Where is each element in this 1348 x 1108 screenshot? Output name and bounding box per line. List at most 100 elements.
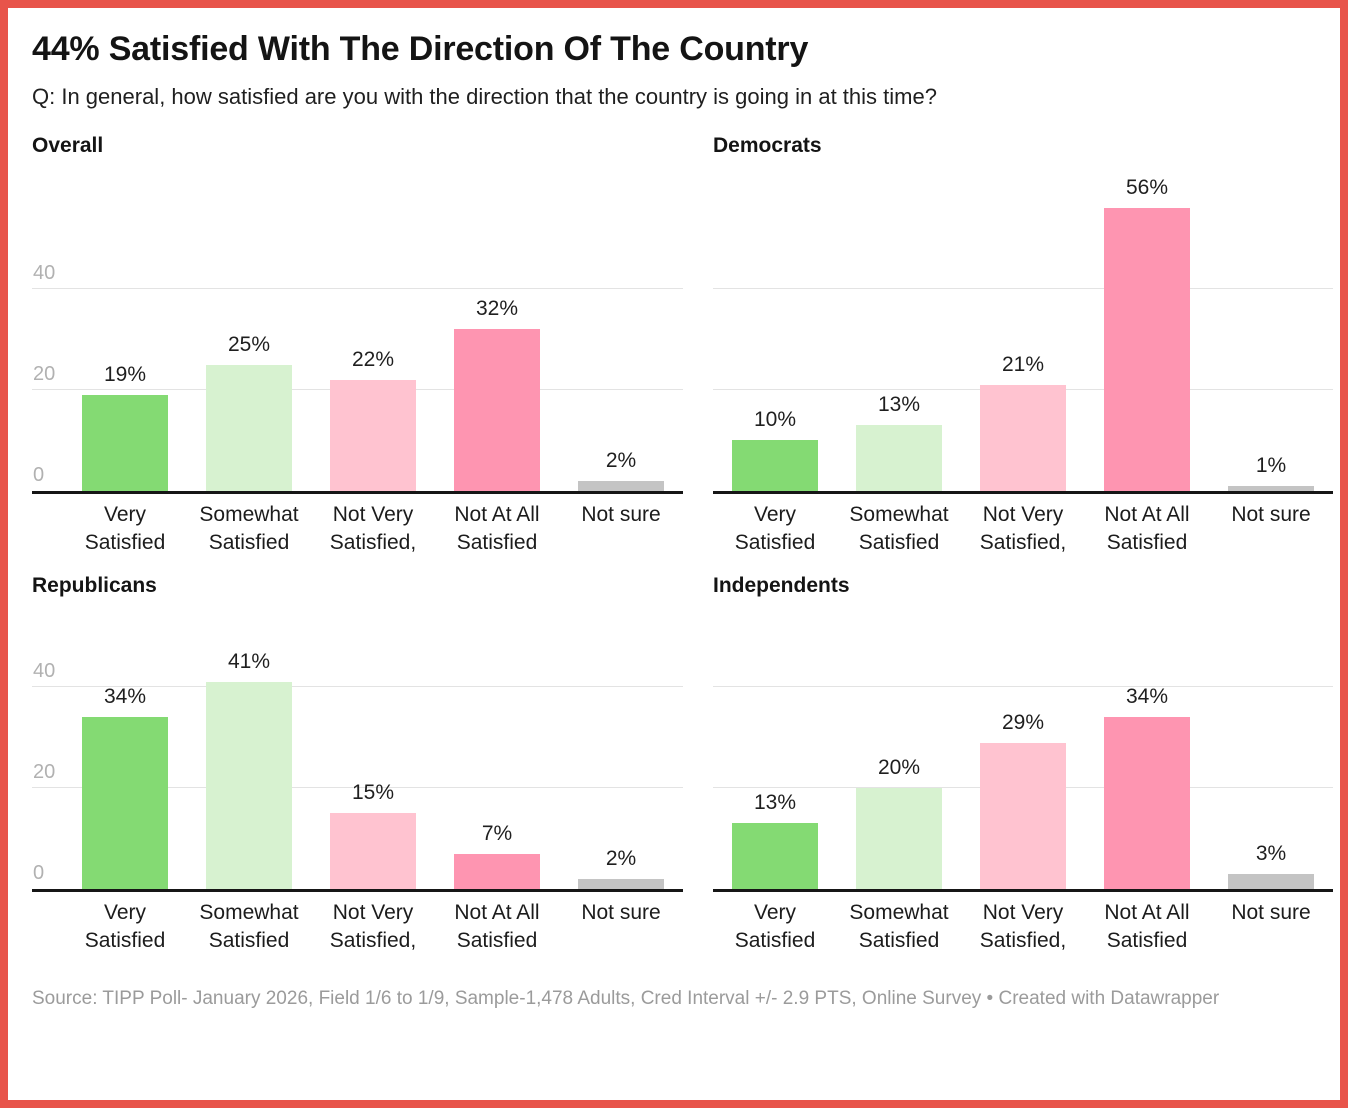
bar-not-at-all-satisfied (454, 329, 540, 491)
bar-not-sure (578, 879, 664, 889)
category-label: Very Satisfied (734, 901, 816, 952)
value-label: 10% (753, 408, 797, 431)
category-label: Not sure (1231, 901, 1311, 924)
category-label: Very Satisfied (84, 901, 166, 952)
value-label: 19% (103, 363, 147, 386)
category-label: Somewhat Satisfied (199, 901, 299, 952)
bar-not-sure (1228, 486, 1314, 491)
panel-independents: Independents 13% 20% 29% 34% 3% Very Satisfie… (713, 573, 1333, 955)
bar-slot: 29% (961, 601, 1085, 889)
panel-democrats: Democrats 10% 13% 21% 56% 1% Very Satisfied So… (713, 133, 1333, 557)
y-tick-label: 40 (33, 262, 56, 284)
panel-title-overall: Overall (32, 134, 104, 157)
bar-not-at-all-satisfied (1104, 208, 1190, 491)
panel-title-democrats: Democrats (713, 134, 822, 157)
plot-area-republicans: 0 20 40 34% 41% 15% 7% 2% (32, 601, 683, 892)
value-label: 13% (753, 791, 797, 814)
bar-slot: 2% (559, 601, 683, 889)
bar-slot: 3% (1209, 601, 1333, 889)
bar-slot: 1% (1209, 161, 1333, 491)
bar-slots: 34% 41% 15% 7% 2% (32, 601, 683, 889)
panel-republicans: Republicans 0 20 40 34% 41% 15% 7% 2% Very Satis… (32, 573, 683, 955)
bar-slot: 2% (559, 161, 683, 491)
category-label: Not At All Satisfied (454, 901, 540, 952)
category-label: Somewhat Satisfied (199, 503, 299, 554)
bar-slot: 22% (311, 161, 435, 491)
bar-slot: 20% (837, 601, 961, 889)
gridline-40 (32, 288, 683, 289)
value-label: 34% (1125, 685, 1169, 708)
category-axis-independents: Very Satisfied Somewhat Satisfied Not Very Sa… (713, 899, 1333, 955)
panel-title-republicans: Republicans (32, 574, 157, 597)
bar-somewhat-satisfied (206, 365, 292, 491)
gridline-40 (713, 288, 1333, 289)
bar-not-very-satisfied (980, 743, 1066, 889)
category-label: Not At All Satisfied (1104, 503, 1190, 554)
plot-area-independents: 13% 20% 29% 34% 3% (713, 601, 1333, 892)
bar-not-very-satisfied (330, 813, 416, 889)
bar-slots: 10% 13% 21% 56% 1% (713, 161, 1333, 491)
value-label: 56% (1125, 176, 1169, 199)
category-axis-republicans: Very Satisfied Somewhat Satisfied Not Very Sa… (32, 899, 683, 955)
value-label: 22% (351, 348, 395, 371)
bar-very-satisfied (82, 395, 168, 491)
category-label: Not sure (581, 503, 661, 526)
category-axis-democrats: Very Satisfied Somewhat Satisfied Not Very Sa… (713, 501, 1333, 557)
category-label: Not At All Satisfied (454, 503, 540, 554)
small-multiples-grid: Overall 0 20 40 19% 25% 22% 32% 2% Very Satisfie… (32, 133, 1333, 955)
plot-area-overall: 0 20 40 19% 25% 22% 32% 2% (32, 161, 683, 494)
bar-very-satisfied (82, 717, 168, 889)
gridline-40 (713, 686, 1333, 687)
bar-slots: 19% 25% 22% 32% 2% (32, 161, 683, 491)
y-tick-label: 20 (33, 363, 56, 385)
y-tick-label: 20 (33, 761, 56, 783)
bar-somewhat-satisfied (856, 788, 942, 889)
bar-slot: 13% (837, 161, 961, 491)
category-label: Not sure (1231, 503, 1311, 526)
category-label: Not sure (581, 901, 661, 924)
value-label: 2% (605, 847, 637, 870)
bar-slot: 25% (187, 161, 311, 491)
bar-very-satisfied (732, 823, 818, 889)
category-label: Not Very Satisfied, (329, 503, 417, 554)
bar-not-at-all-satisfied (1104, 717, 1190, 889)
bar-slot: 41% (187, 601, 311, 889)
bar-slot: 15% (311, 601, 435, 889)
y-tick-label: 40 (33, 660, 56, 682)
category-label: Somewhat Satisfied (849, 901, 949, 952)
bar-slot: 34% (1085, 601, 1209, 889)
bar-not-very-satisfied (980, 385, 1066, 491)
source-note: Source: TIPP Poll- January 2026, Field 1… (32, 988, 1220, 1009)
panel-overall: Overall 0 20 40 19% 25% 22% 32% 2% Very Satisfie… (32, 133, 683, 557)
y-tick-label: 0 (33, 464, 45, 486)
bar-slot: 34% (63, 601, 187, 889)
bar-slot: 32% (435, 161, 559, 491)
value-label: 41% (227, 650, 271, 673)
bar-slot: 13% (713, 601, 837, 889)
category-label: Somewhat Satisfied (849, 503, 949, 554)
value-label: 15% (351, 781, 395, 804)
bar-not-sure (1228, 874, 1314, 889)
bar-somewhat-satisfied (856, 425, 942, 491)
value-label: 13% (877, 393, 921, 416)
category-label: Not At All Satisfied (1104, 901, 1190, 952)
bar-slot: 21% (961, 161, 1085, 491)
bar-slot: 7% (435, 601, 559, 889)
bar-not-at-all-satisfied (454, 854, 540, 889)
chart-title: 44% Satisfied With The Direction Of The … (32, 30, 809, 68)
category-label: Very Satisfied (734, 503, 816, 554)
bar-not-very-satisfied (330, 380, 416, 491)
value-label: 7% (481, 822, 513, 845)
y-tick-label: 0 (33, 862, 45, 884)
value-label: 21% (1001, 353, 1045, 376)
value-label: 2% (605, 449, 637, 472)
value-label: 25% (227, 333, 271, 356)
value-label: 29% (1001, 711, 1045, 734)
category-label: Very Satisfied (84, 503, 166, 554)
bar-not-sure (578, 481, 664, 491)
bar-somewhat-satisfied (206, 682, 292, 889)
value-label: 20% (877, 756, 921, 779)
bar-slot: 56% (1085, 161, 1209, 491)
bar-slots: 13% 20% 29% 34% 3% (713, 601, 1333, 889)
